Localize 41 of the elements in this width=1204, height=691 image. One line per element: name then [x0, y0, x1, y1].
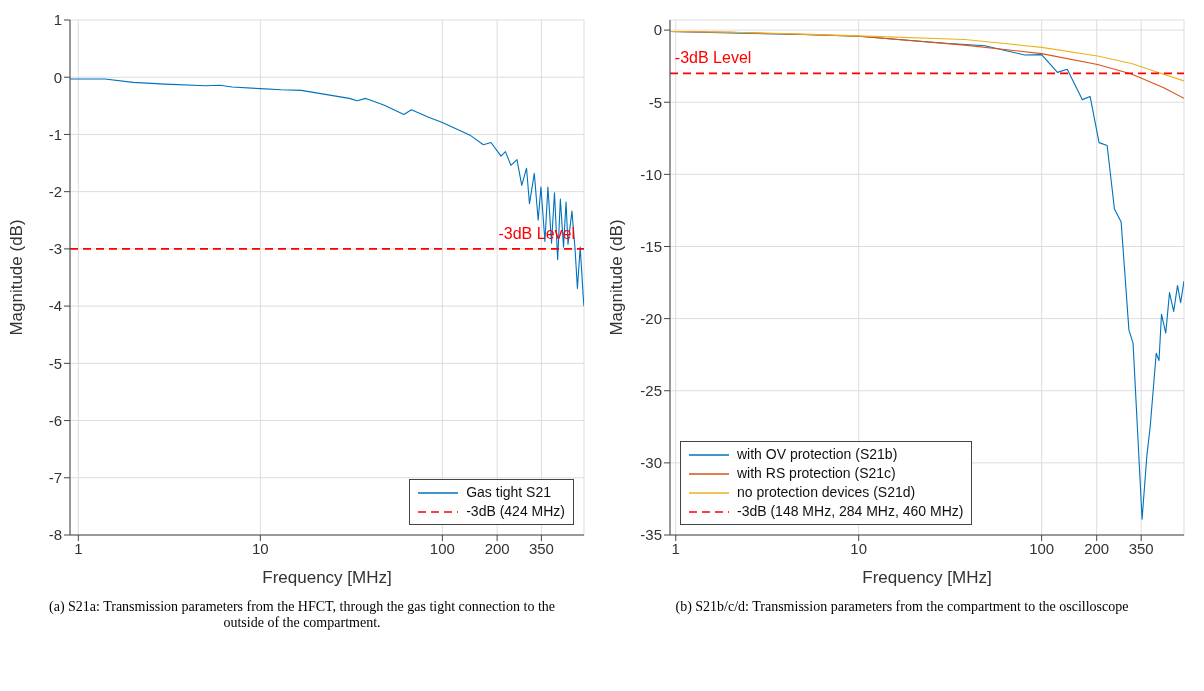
x-tick-label: 350 — [528, 539, 554, 557]
x-axis-title: Frequency [MHz] — [262, 568, 392, 587]
y-tick-label: -20 — [640, 309, 662, 327]
x-tick-label: 100 — [1029, 539, 1055, 557]
y-tick-label: -1 — [48, 125, 62, 143]
y-tick-label: -7 — [48, 469, 62, 487]
legend-label: with RS protection (S21c) — [737, 464, 896, 483]
text: (a) S21a: Transmission parameters from the HFCT, through the gas tight connection to the outside of the compartment. — [48, 598, 556, 631]
y-tick-label: -25 — [640, 382, 662, 400]
legend-label: with OV protection (S21b) — [737, 445, 898, 464]
y-tick-label: -35 — [640, 526, 662, 544]
y-tick-label: -30 — [640, 454, 662, 472]
y-tick-label: 0 — [653, 21, 662, 39]
x-axis-title: Frequency [MHz] — [862, 568, 992, 587]
y-tick-label: -10 — [640, 165, 662, 183]
y-tick-label: -4 — [48, 297, 62, 315]
legend-label: Gas tight S21 — [466, 483, 552, 502]
x-tick-label: 200 — [1084, 539, 1110, 557]
annotation: -3dB Level — [674, 49, 752, 67]
y-tick-label: -5 — [648, 93, 662, 111]
x-tick-label: 200 — [484, 539, 510, 557]
x-tick-label: 1 — [74, 539, 83, 557]
x-tick-label: 10 — [252, 539, 269, 557]
y-tick-label: 0 — [53, 68, 62, 86]
y-tick-label: -8 — [48, 526, 62, 544]
y-tick-label: -3 — [48, 240, 62, 258]
x-tick-label: 10 — [850, 539, 868, 557]
y-tick-label: -15 — [640, 237, 662, 255]
y-axis-title: Magnitude (dB) — [7, 219, 27, 336]
x-tick-label: 350 — [1128, 539, 1154, 557]
x-tick-label: 1 — [671, 539, 680, 557]
y-tick-label: -5 — [48, 354, 62, 372]
legend-label: -3dB (148 MHz, 284 MHz, 460 MHz) — [737, 502, 964, 521]
text: (b) S21b/c/d: Transmission parameters from the compartment to the oscilloscope — [674, 598, 1130, 615]
y-tick-label: -2 — [48, 182, 62, 200]
y-tick-label: 1 — [53, 11, 62, 29]
y-axis-title: Magnitude (dB) — [607, 219, 627, 336]
legend-label: -3dB (424 MHz) — [466, 502, 565, 521]
x-tick-label: 100 — [429, 539, 455, 557]
legend-label: no protection devices (S21d) — [737, 483, 916, 502]
y-tick-label: -6 — [48, 411, 62, 429]
